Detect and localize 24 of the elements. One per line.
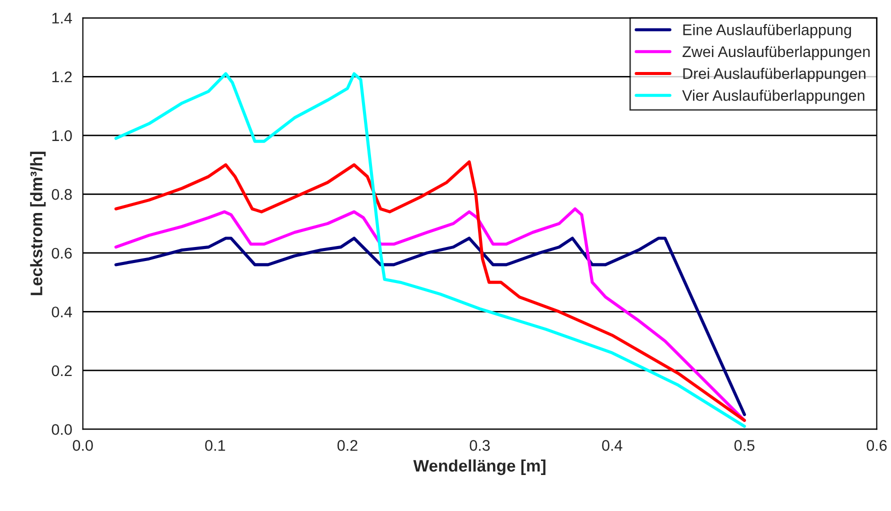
y-tick-label: 1.4 (52, 12, 72, 24)
line-series (114, 236, 746, 416)
legend-label: Drei Auslaufüberlappungen (683, 68, 866, 82)
x-tick-label: 0.6 (866, 440, 887, 451)
y-axis-title: Leckstrom [dm³/h] (30, 152, 46, 296)
legend-label: Zwei Auslaufüberlappungen (682, 46, 870, 60)
y-tick-label: 0.4 (52, 306, 72, 318)
x-tick-label: 0.3 (470, 440, 490, 451)
x-tick-label: 0.4 (602, 440, 622, 451)
y-tick-label: 1.0 (52, 130, 72, 142)
y-tick-label: 1.2 (52, 72, 72, 82)
x-tick-label: 0.2 (337, 440, 358, 451)
x-axis-title: Wendellänge [m] (413, 459, 546, 476)
x-tick-label: 0.1 (205, 440, 226, 451)
legend-label: Eine Auslaufüberlappung (683, 24, 851, 38)
line-series (114, 160, 746, 422)
y-tick-label: 0.6 (52, 248, 72, 259)
y-tick-label: 0.2 (52, 365, 72, 376)
x-tick-label: 0.0 (72, 440, 93, 451)
y-tick-label: 0.0 (52, 424, 72, 435)
x-tick-label: 0.5 (734, 440, 754, 451)
line-series (114, 207, 746, 422)
legend-label: Vier Auslaufüberlappungen (682, 90, 864, 104)
y-tick-label: 0.8 (52, 189, 72, 200)
